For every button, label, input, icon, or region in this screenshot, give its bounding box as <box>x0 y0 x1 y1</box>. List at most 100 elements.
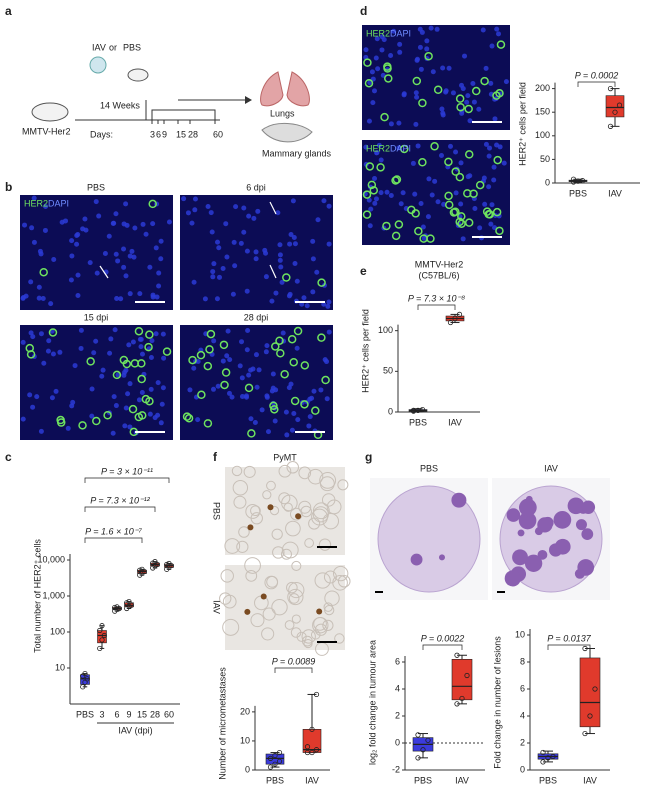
her2-cell <box>457 219 466 228</box>
x-tick-label: IAV <box>583 775 597 785</box>
nucleus <box>91 350 97 356</box>
nucleus <box>248 416 254 422</box>
nucleus <box>113 403 119 409</box>
data-point <box>139 566 145 572</box>
data-point <box>447 319 454 326</box>
nucleus <box>131 254 137 260</box>
y-tick-label: 6 <box>520 683 525 693</box>
nucleus <box>229 394 235 400</box>
her2-cell <box>293 326 303 336</box>
nucleus <box>287 291 293 297</box>
stain-label: HER2 <box>366 28 390 38</box>
her2-cell <box>287 334 297 344</box>
alveolus <box>271 528 283 540</box>
stain-label: HER2 <box>24 198 48 208</box>
nucleus <box>294 345 300 351</box>
alveolus <box>269 505 280 516</box>
nucleus <box>34 394 40 400</box>
y-tick-label: 0 <box>520 764 525 774</box>
y-tick-label: 20 <box>240 706 250 716</box>
nucleus <box>159 401 165 407</box>
image-title: PBS <box>87 182 105 192</box>
nucleus <box>82 216 88 222</box>
alveolus <box>250 613 265 628</box>
data-point <box>612 109 618 115</box>
schematic-label: Days: <box>90 129 113 139</box>
lesion <box>553 511 572 529</box>
significance-bracket <box>84 537 143 543</box>
data-point <box>82 670 88 677</box>
alveolus <box>312 617 329 634</box>
nucleus <box>378 190 384 196</box>
her2-cell <box>290 396 300 406</box>
alveolus <box>319 471 337 489</box>
her2-cell <box>369 186 379 195</box>
nucleus <box>46 338 52 344</box>
day-label: 15 <box>176 129 186 139</box>
nucleus <box>121 246 127 252</box>
nucleus <box>419 29 425 35</box>
nucleus <box>127 381 133 387</box>
nucleus <box>127 424 133 430</box>
nucleus <box>69 403 75 409</box>
nucleus <box>153 245 159 251</box>
data-point <box>454 701 460 707</box>
stain-label: DAPI <box>48 198 69 208</box>
nucleus <box>369 69 375 75</box>
panel-label: g <box>365 450 372 464</box>
alveolus <box>288 581 305 599</box>
alveolus <box>284 620 295 630</box>
nucleus <box>291 411 297 417</box>
schematic-label: IAV <box>92 42 106 52</box>
nucleus <box>367 223 373 229</box>
nucleus <box>367 80 373 86</box>
nucleus <box>51 257 57 263</box>
nucleus <box>366 197 372 203</box>
nucleus <box>489 202 495 208</box>
alveolus <box>266 480 276 491</box>
data-point <box>267 755 274 761</box>
nucleus <box>467 173 473 179</box>
nucleus <box>434 26 440 32</box>
her2-cell <box>188 355 197 365</box>
her2-cell <box>455 94 465 103</box>
her2-cell <box>141 394 151 404</box>
nucleus <box>132 225 138 231</box>
nucleus <box>487 145 493 151</box>
alveolus <box>262 490 272 500</box>
her2-cell <box>48 328 58 337</box>
lesion <box>438 554 445 561</box>
nucleus <box>284 432 290 438</box>
nucleus <box>418 201 424 207</box>
nucleus <box>80 226 86 232</box>
data-point <box>126 598 132 605</box>
her2-cell <box>464 104 473 114</box>
nucleus <box>494 26 500 32</box>
nucleus <box>426 176 432 182</box>
nucleus <box>374 150 380 156</box>
data-point <box>112 604 118 611</box>
nucleus <box>239 375 245 381</box>
her2-cell <box>86 357 95 366</box>
y-tick-label: 4 <box>520 710 525 720</box>
nucleus <box>378 157 384 163</box>
timeline <box>151 109 216 120</box>
nucleus <box>155 380 161 386</box>
nucleus <box>36 284 42 290</box>
data-point <box>101 632 107 639</box>
nucleus <box>158 238 164 244</box>
image-title: 28 dpi <box>244 312 269 322</box>
her2-cell <box>480 76 489 86</box>
nucleus <box>428 25 434 31</box>
nucleus <box>310 256 316 262</box>
y-tick-label: 2 <box>395 710 400 720</box>
p-value: P = 7.3 × 10⁻¹² <box>90 495 150 505</box>
data-point <box>97 627 103 634</box>
nucleus <box>106 233 112 239</box>
alveolus <box>307 468 324 485</box>
her2-cell <box>392 175 402 184</box>
nucleus <box>127 291 133 297</box>
nucleus <box>413 90 419 96</box>
nucleus <box>278 264 284 270</box>
nucleus <box>470 80 476 86</box>
